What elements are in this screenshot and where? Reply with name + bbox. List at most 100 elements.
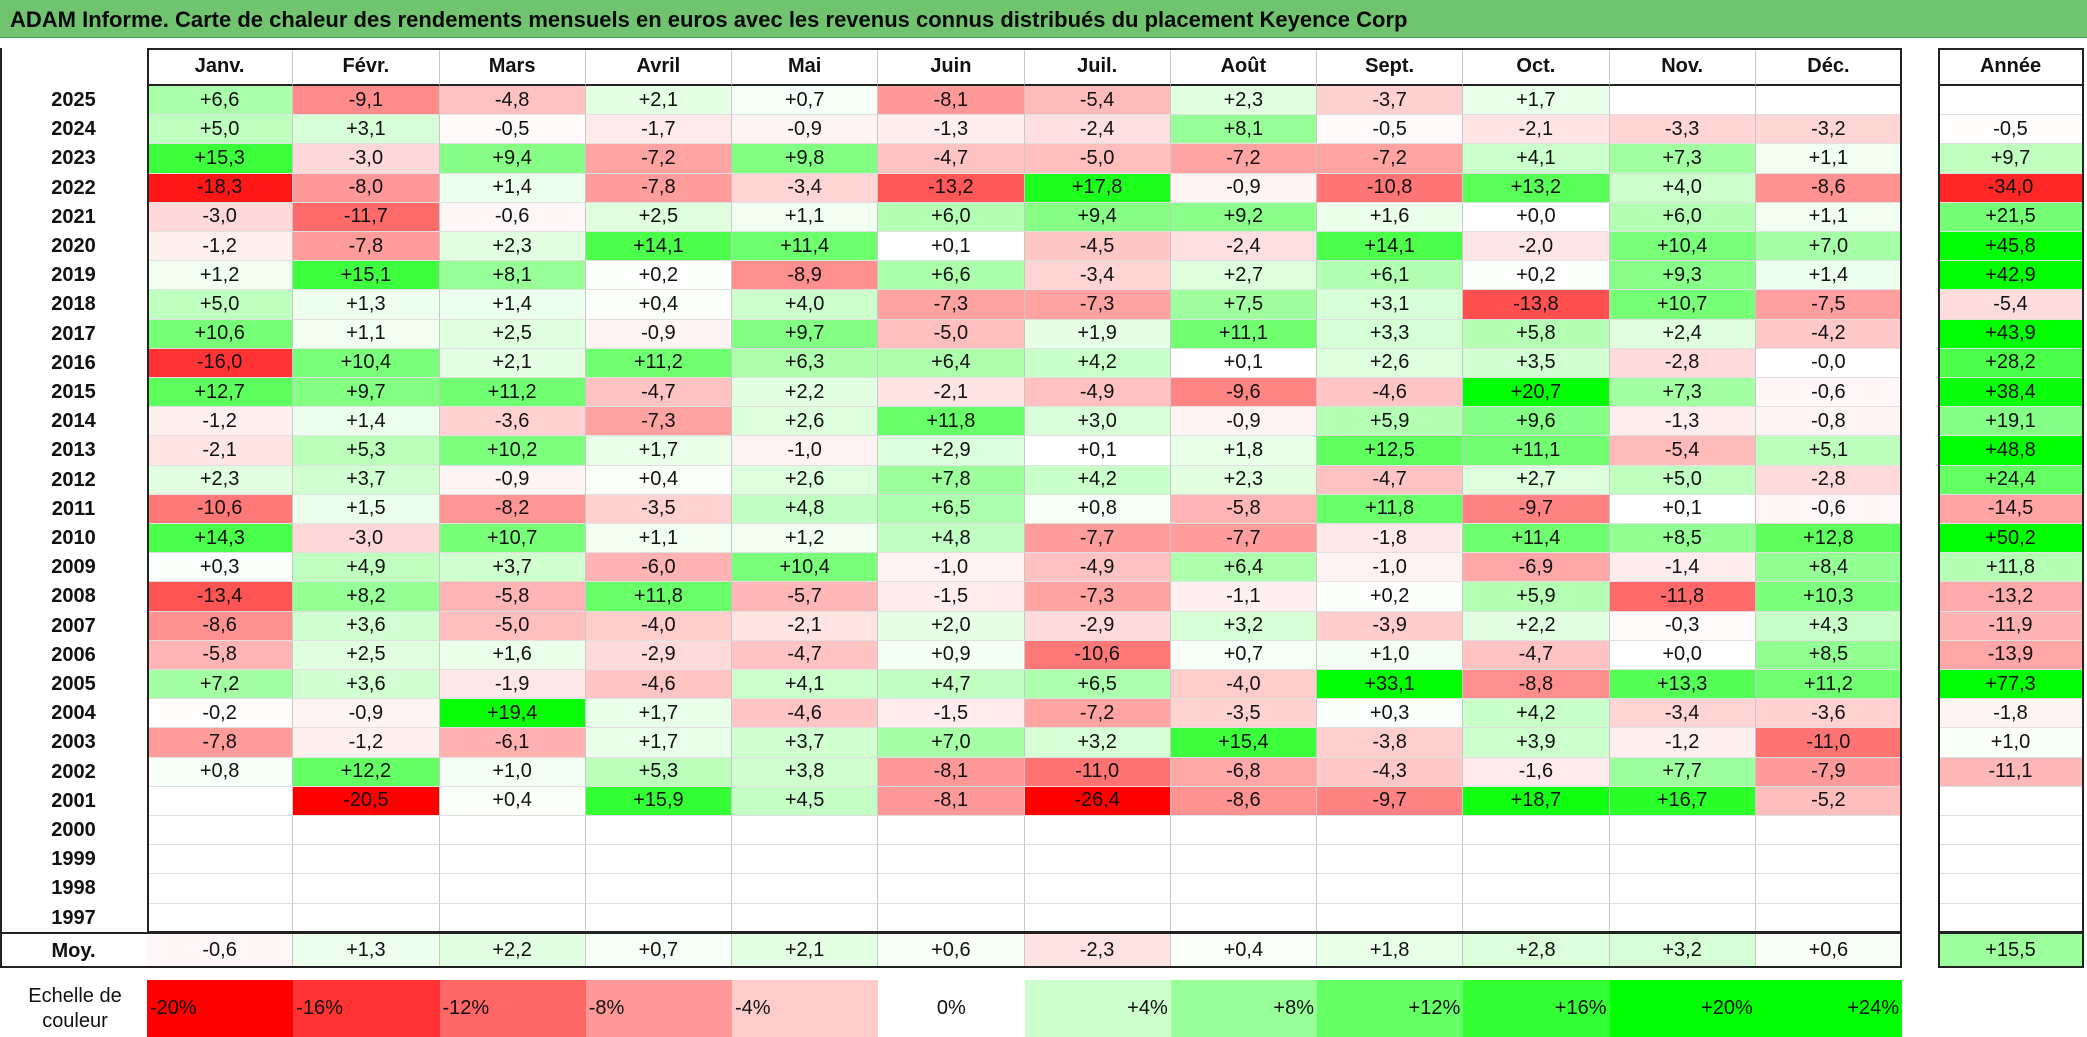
heatmap-cell: +2,3 xyxy=(147,465,294,495)
color-scale-step: +24% xyxy=(1755,980,1902,1037)
heatmap-cell xyxy=(1609,816,1756,846)
heatmap-cell: +5,0 xyxy=(1609,465,1756,495)
row-year-label: 1997 xyxy=(51,906,96,929)
heatmap-cell: +5,0 xyxy=(147,290,294,320)
heatmap-cell: -2,0 xyxy=(1463,232,1610,262)
heatmap-cell: +4,2 xyxy=(1024,348,1171,378)
annual-cell: -0,5 xyxy=(1938,115,2084,145)
heatmap-cell: +0,0 xyxy=(1609,640,1756,670)
average-cell: +0,6 xyxy=(1755,934,1902,968)
heatmap-cell: -4,2 xyxy=(1755,319,1902,349)
heatmap-cell: +5,9 xyxy=(1317,407,1464,437)
heatmap-cell: +7,3 xyxy=(1609,378,1756,408)
annual-cell: -14,5 xyxy=(1938,494,2084,524)
heatmap-cell: -3,8 xyxy=(1317,728,1464,758)
heatmap-cell: +11,8 xyxy=(585,582,732,612)
average-cell: +2,2 xyxy=(439,934,586,968)
color-scale-step: +20% xyxy=(1609,980,1756,1037)
heatmap-cell: -10,6 xyxy=(147,494,294,524)
heatmap-cell: +3,2 xyxy=(1024,728,1171,758)
heatmap-cell: -7,8 xyxy=(585,173,732,203)
heatmap-cell: +2,3 xyxy=(439,232,586,262)
heatmap-cell xyxy=(585,874,732,904)
heatmap-cell: -0,6 xyxy=(1755,378,1902,408)
heatmap-cell: +4,5 xyxy=(732,786,879,816)
annual-cell: -13,2 xyxy=(1938,582,2084,612)
heatmap-cell: +3,7 xyxy=(439,553,586,583)
annual-cell xyxy=(1938,845,2084,875)
heatmap-cell: -13,2 xyxy=(878,173,1025,203)
annual-cell: +45,8 xyxy=(1938,232,2084,262)
color-scale-step: +16% xyxy=(1463,980,1610,1037)
annual-cell: +24,4 xyxy=(1938,465,2084,495)
heatmap-cell: +9,8 xyxy=(732,144,879,174)
heatmap-cell: -2,8 xyxy=(1609,348,1756,378)
heatmap-cell: -3,5 xyxy=(585,494,732,524)
heatmap-cell: -1,2 xyxy=(1609,728,1756,758)
heatmap-cell: +14,1 xyxy=(585,232,732,262)
heatmap-cell: +5,3 xyxy=(585,757,732,787)
heatmap-cell: +14,3 xyxy=(147,524,294,554)
heatmap-cell: +0,7 xyxy=(1170,640,1317,670)
row-year-label: 2002 xyxy=(51,760,96,783)
heatmap-cell: -7,8 xyxy=(147,728,294,758)
heatmap-cell: -2,4 xyxy=(1024,115,1171,145)
average-cell: -2,3 xyxy=(1024,934,1171,968)
color-scale-step: -20% xyxy=(147,980,294,1037)
heatmap-cell: -4,0 xyxy=(585,611,732,641)
heatmap-cell: -5,4 xyxy=(1609,436,1756,466)
annual-cell: +77,3 xyxy=(1938,670,2084,700)
heatmap-cell: +5,0 xyxy=(147,115,294,145)
heatmap-cell: -1,0 xyxy=(1317,553,1464,583)
heatmap-cell xyxy=(1317,816,1464,846)
heatmap-cell: -4,6 xyxy=(732,699,879,729)
heatmap-cell: -3,6 xyxy=(1755,699,1902,729)
row-year-label: 2017 xyxy=(51,322,96,345)
heatmap-cell xyxy=(732,903,879,933)
heatmap-cell: +1,1 xyxy=(732,202,879,232)
heatmap-cell: +5,8 xyxy=(1463,319,1610,349)
heatmap-cell: -8,6 xyxy=(1170,786,1317,816)
heatmap-cell: +16,7 xyxy=(1609,786,1756,816)
heatmap-cell: -11,0 xyxy=(1755,728,1902,758)
heatmap-cell: +17,8 xyxy=(1024,173,1171,203)
average-cell: +3,2 xyxy=(1609,934,1756,968)
row-year-label: 2019 xyxy=(51,264,96,287)
heatmap-cell: +2,6 xyxy=(1317,348,1464,378)
heatmap-cell: +6,5 xyxy=(1024,670,1171,700)
heatmap-cell: +11,1 xyxy=(1463,436,1610,466)
heatmap-cell: +0,1 xyxy=(1024,436,1171,466)
average-cell: +1,3 xyxy=(293,934,440,968)
heatmap-cell: +9,2 xyxy=(1170,202,1317,232)
month-header: Mars xyxy=(439,48,586,86)
heatmap-cell: -9,7 xyxy=(1463,494,1610,524)
heatmap-cell: +33,1 xyxy=(1317,670,1464,700)
heatmap-cell: +1,4 xyxy=(293,407,440,437)
heatmap-cell: +9,7 xyxy=(293,378,440,408)
month-header: Juil. xyxy=(1024,48,1171,86)
heatmap-cell: +15,4 xyxy=(1170,728,1317,758)
heatmap-cell: -26,4 xyxy=(1024,786,1171,816)
month-header: Oct. xyxy=(1463,48,1610,86)
heatmap-cell: -3,4 xyxy=(1024,261,1171,291)
month-header: Août xyxy=(1170,48,1317,86)
average-cell: +2,8 xyxy=(1463,934,1610,968)
heatmap-cell: +7,2 xyxy=(147,670,294,700)
annual-cell: -34,0 xyxy=(1938,173,2084,203)
heatmap-cell: +1,4 xyxy=(1755,261,1902,291)
heatmap-cell: +1,3 xyxy=(293,290,440,320)
heatmap-cell: -0,9 xyxy=(293,699,440,729)
heatmap-cell: +2,1 xyxy=(439,348,586,378)
heatmap-cell: -3,0 xyxy=(293,524,440,554)
heatmap-cell: -1,9 xyxy=(439,670,586,700)
heatmap-cell: +3,1 xyxy=(1317,290,1464,320)
row-year-label: 2022 xyxy=(51,176,96,199)
heatmap-cell: -5,0 xyxy=(439,611,586,641)
heatmap-cell: +4,2 xyxy=(1463,699,1610,729)
heatmap-cell: -0,9 xyxy=(732,115,879,145)
heatmap-cell: +7,3 xyxy=(1609,144,1756,174)
color-scale-label: Echelle de couleur xyxy=(28,984,122,1032)
heatmap-cell: +3,7 xyxy=(732,728,879,758)
row-year-label: 2016 xyxy=(51,351,96,374)
heatmap-cell: +10,7 xyxy=(1609,290,1756,320)
